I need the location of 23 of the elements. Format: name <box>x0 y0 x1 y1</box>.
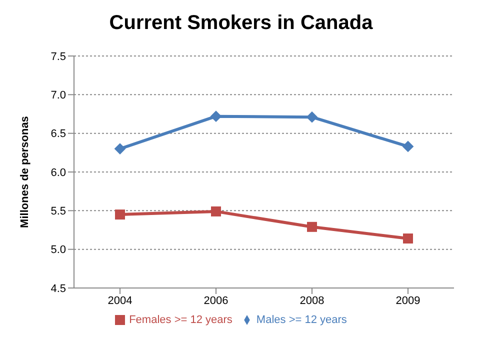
y-tick-label: 7.5 <box>50 50 66 63</box>
x-tick-label: 2009 <box>396 294 420 307</box>
legend-label: Females >= 12 years <box>129 314 232 326</box>
y-tick-label: 6.0 <box>50 166 66 179</box>
point <box>306 112 318 123</box>
y-axis-title: Millones de personas <box>18 116 31 228</box>
point <box>211 206 221 216</box>
x-tick-label: 2004 <box>108 294 132 307</box>
point <box>210 110 222 122</box>
y-tick-label: 7.0 <box>50 90 66 102</box>
y-tick-label: 4.5 <box>50 282 66 295</box>
point <box>402 140 414 152</box>
y-tick-label: 5.5 <box>50 206 66 218</box>
chart-title: Current Smokers in Canada <box>108 12 374 35</box>
legend-label: Males >= 12 years <box>256 314 347 326</box>
point <box>114 143 126 154</box>
x-tick-label: 2008 <box>300 294 324 307</box>
point <box>115 210 125 220</box>
point <box>307 222 317 232</box>
x-tick-label: 2006 <box>204 294 228 307</box>
y-tick-label: 5.0 <box>50 244 66 256</box>
point <box>403 234 413 244</box>
y-tick-label: 6.5 <box>50 128 66 140</box>
